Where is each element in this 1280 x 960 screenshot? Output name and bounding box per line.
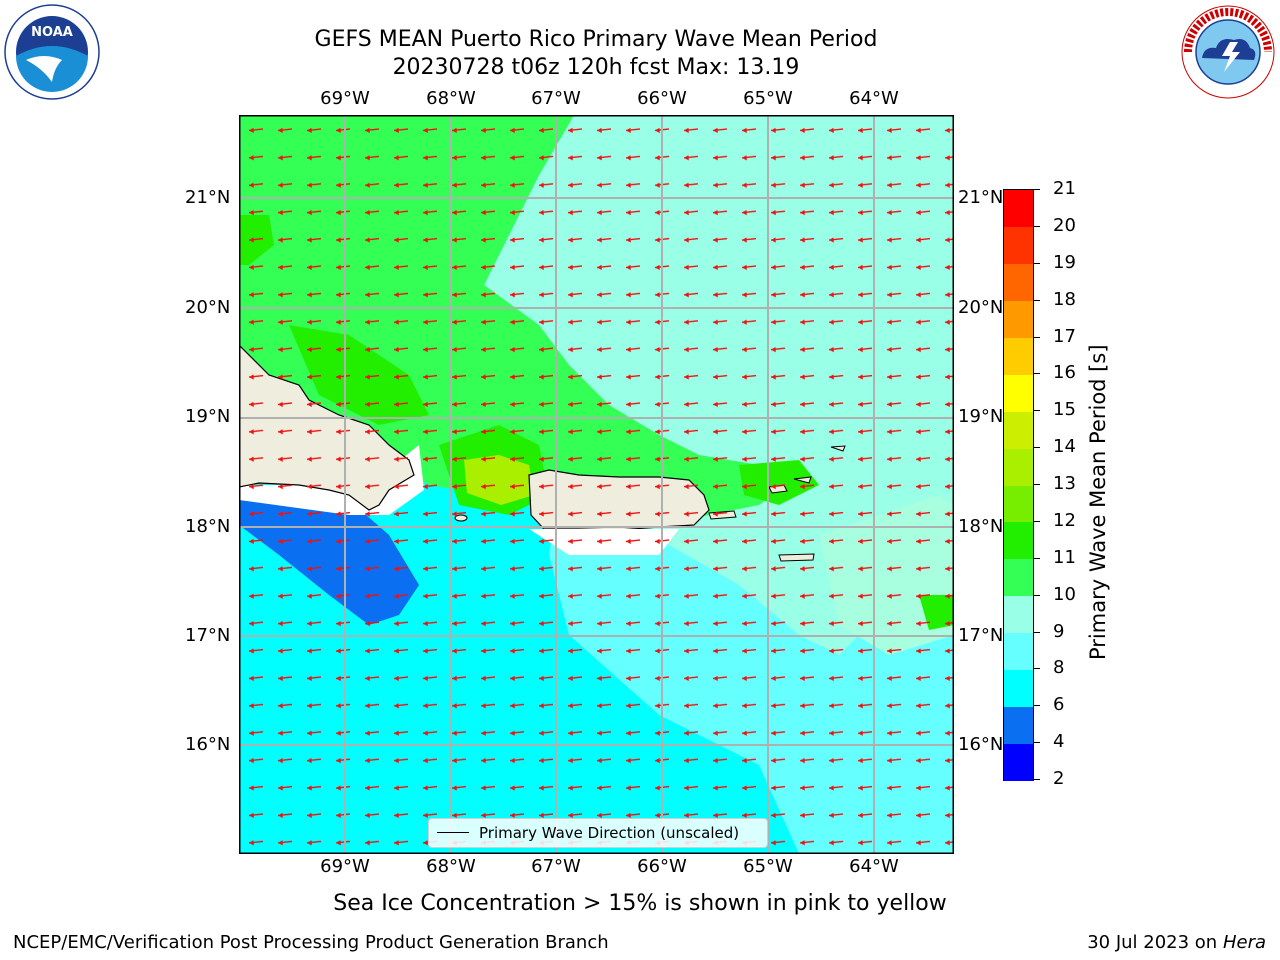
colorbar-tick-label: 14 [1053,437,1076,457]
colorbar-segment [1004,264,1033,301]
chart-title-line1: GEFS MEAN Puerto Rico Primary Wave Mean … [0,26,1192,54]
footer-date-text: 30 Jul 2023 on [1087,932,1223,953]
colorbar-tick-label: 2 [1053,769,1064,789]
lat-tick-right-20n-clip: 20°N [958,298,1002,318]
colorbar-segments [1004,190,1033,780]
colorbar-label: Primary Wave Mean Period [s] [1086,344,1110,660]
colorbar-segment [1004,633,1033,670]
colorbar-tick-mark [1034,337,1040,338]
colorbar-tick-label: 10 [1053,585,1076,605]
lon-tick-top-68w: 68°W [411,89,491,109]
colorbar-tick-mark [1034,595,1040,596]
lon-tick-bottom-68w: 68°W [411,857,491,877]
lon-tick-top-69w: 69°W [305,89,385,109]
lat-tick-right-19n-clip: 19°N [958,407,1002,427]
colorbar-tick-mark [1034,521,1040,522]
colorbar-ticks: 2 4 6 8 9 10 11 12 13 14 15 16 17 18 19 20 21 [1034,179,1094,791]
lat-tick-right-17n-clip: 17°N [958,626,1002,646]
colorbar-segment [1004,485,1033,522]
lat-tick-right-16n-clip: 16°N [958,735,1002,755]
colorbar-tick-label: 9 [1053,622,1064,642]
lat-tick-left-20n: 20°N [185,298,230,318]
colorbar-tick-label: 11 [1053,548,1076,568]
lat-tick-right-18n-clip: 18°N [958,517,1002,537]
wave-direction-arrows [239,115,954,854]
colorbar-segment [1004,374,1033,411]
colorbar-segment [1004,227,1033,264]
colorbar-segment [1004,448,1033,485]
colorbar-tick-label: 20 [1053,216,1076,236]
colorbar-segment [1004,559,1033,596]
lat-tick-left-21n: 21°N [185,188,230,208]
colorbar-tick-label: 13 [1053,474,1076,494]
colorbar-tick-label: 4 [1053,732,1064,752]
lat-tick-right-16n: 16°N [958,735,1002,755]
colorbar-tick-mark [1034,705,1040,706]
map-panel [239,115,954,854]
lon-tick-bottom-65w: 65°W [728,857,808,877]
lat-tick-right-17n: 17°N [958,626,1002,646]
colorbar-tick-mark [1034,263,1040,264]
colorbar-segment [1004,411,1033,448]
lon-tick-bottom-64w: 64°W [834,857,914,877]
map-legend: Primary Wave Direction (unscaled) [428,818,768,848]
noaa-logo: NOAA [2,2,102,102]
colorbar-tick-mark [1034,484,1040,485]
colorbar-tick-mark [1034,226,1040,227]
colorbar-tick-mark [1034,779,1040,780]
colorbar-segment [1004,596,1033,633]
colorbar-tick-mark [1034,447,1040,448]
lat-tick-right-19n: 19°N [958,407,1002,427]
colorbar-tick-label: 19 [1053,253,1076,273]
footer-host: Hera [1223,932,1266,953]
lon-tick-bottom-67w: 67°W [516,857,596,877]
colorbar-tick-mark [1034,189,1040,190]
colorbar-tick-label: 12 [1053,511,1076,531]
colorbar-segment [1004,706,1033,743]
colorbar-segment [1004,301,1033,338]
noaa-wordmark: NOAA [31,25,73,40]
colorbar-tick-mark [1034,742,1040,743]
colorbar-tick-label: 18 [1053,290,1076,310]
lat-tick-left-16n: 16°N [185,735,230,755]
colorbar-tick-label: 8 [1053,658,1064,678]
lon-tick-top-65w: 65°W [728,89,808,109]
lon-tick-top-67w: 67°W [516,89,596,109]
lon-tick-top-66w: 66°W [622,89,702,109]
footer-branch: NCEP/EMC/Verification Post Processing Pr… [13,932,609,954]
lon-tick-top-64w: 64°W [834,89,914,109]
lat-tick-left-18n: 18°N [185,517,230,537]
colorbar-tick-mark [1034,558,1040,559]
colorbar-tick-mark [1034,410,1040,411]
colorbar-segment [1004,522,1033,559]
colorbar-tick-mark [1034,632,1040,633]
lon-tick-bottom-69w: 69°W [305,857,385,877]
legend-line-swatch [437,832,469,833]
legend-label: Primary Wave Direction (unscaled) [479,823,739,843]
sea-ice-note: Sea Ice Concentration > 15% is shown in … [0,891,1280,917]
colorbar-segment [1004,338,1033,375]
colorbar-segment [1004,190,1033,227]
colorbar-segment [1004,669,1033,706]
nws-logo [1178,2,1278,102]
colorbar-tick-label: 16 [1053,363,1076,383]
lat-tick-left-17n: 17°N [185,626,230,646]
colorbar-tick-mark [1034,373,1040,374]
lat-tick-right-18n: 18°N [958,517,1002,537]
colorbar-tick-label: 6 [1053,695,1064,715]
lat-tick-left-19n: 19°N [185,407,230,427]
colorbar-tick-label: 21 [1053,179,1076,199]
lat-tick-right-21n-clip: 21°N [958,188,1002,208]
lon-tick-bottom-66w: 66°W [622,857,702,877]
footer-date: 30 Jul 2023 on Hera [1087,932,1266,954]
colorbar-tick-mark [1034,668,1040,669]
colorbar-tick-label: 15 [1053,400,1076,420]
lat-tick-right-20n: 20°N [958,298,1002,318]
chart-title-line2: 20230728 t06z 120h fcst Max: 13.19 [0,54,1192,82]
colorbar [1003,189,1034,781]
colorbar-tick-label: 17 [1053,327,1076,347]
colorbar-tick-mark [1034,300,1040,301]
colorbar-segment [1004,743,1033,780]
lat-tick-right-21n: 21°N [958,188,1002,208]
